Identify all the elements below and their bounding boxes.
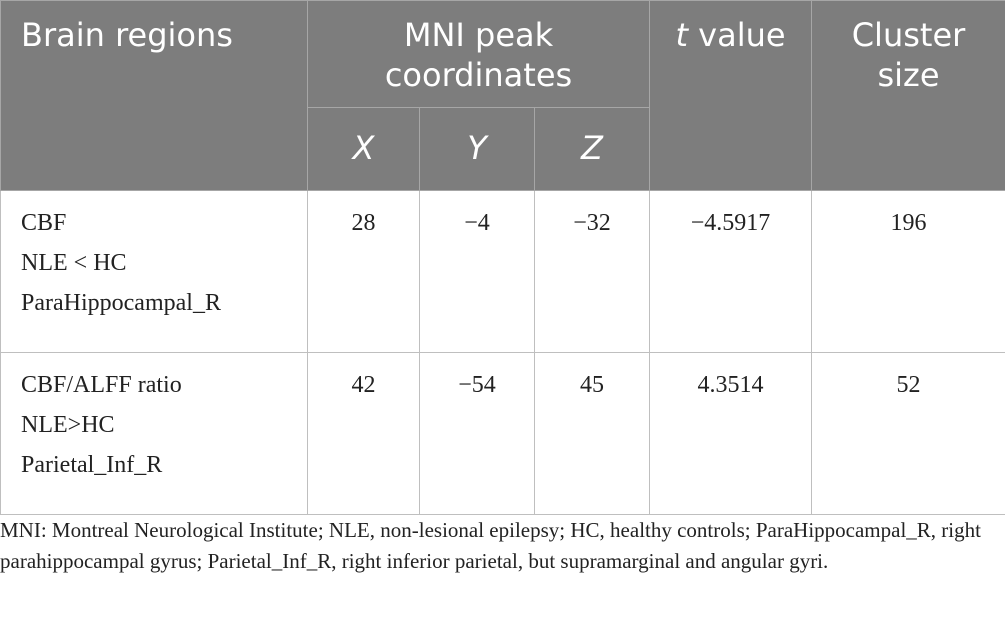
- header-brain-regions: Brain regions: [0, 0, 308, 191]
- region-measure: CBF/ALFF ratio: [21, 372, 182, 398]
- header-x: X: [307, 107, 420, 191]
- region-name: ParaHippocampal_R: [21, 290, 221, 316]
- region-contrast: NLE>HC: [21, 412, 115, 438]
- cell-z: −32: [534, 190, 650, 353]
- table-row: CBF/ALFF ratio NLE>HC Parietal_Inf_R 42 …: [0, 352, 1005, 515]
- header-z: Z: [534, 107, 650, 191]
- region-measure: CBF: [21, 210, 67, 236]
- header-t-label: value: [687, 16, 786, 54]
- table-row: CBF NLE < HC ParaHippocampal_R 28 −4 −32…: [0, 190, 1005, 353]
- cell-t-value: −4.5917: [649, 190, 812, 353]
- table-header: Brain regions MNI peak coordinates t val…: [0, 0, 1005, 191]
- header-row: Brain regions MNI peak coordinates t val…: [0, 0, 1005, 191]
- cell-y: −54: [419, 352, 535, 515]
- cell-t-value: 4.3514: [649, 352, 812, 515]
- cell-cluster-size: 52: [811, 352, 1005, 515]
- table-footnote: MNI: Montreal Neurological Institute; NL…: [0, 518, 981, 573]
- header-y: Y: [419, 107, 535, 191]
- cell-x: 28: [307, 190, 420, 353]
- header-t-value: t value: [649, 0, 812, 191]
- cell-y: −4: [419, 190, 535, 353]
- cell-z: 45: [534, 352, 650, 515]
- header-mni-peak-coordinates: MNI peak coordinates: [307, 0, 650, 108]
- header-cluster-size: Cluster size: [811, 0, 1005, 191]
- cell-x: 42: [307, 352, 420, 515]
- cell-region: CBF NLE < HC ParaHippocampal_R: [0, 190, 308, 353]
- table-body: CBF NLE < HC ParaHippocampal_R 28 −4 −32…: [0, 190, 1005, 515]
- region-name: Parietal_Inf_R: [21, 452, 163, 478]
- header-t-symbol: t: [675, 16, 688, 54]
- results-table-container: Brain regions MNI peak coordinates t val…: [0, 0, 1005, 515]
- region-contrast: NLE < HC: [21, 250, 127, 276]
- header-subrow: X Y Z: [1, 107, 1005, 191]
- cell-cluster-size: 196: [811, 190, 1005, 353]
- cell-region: CBF/ALFF ratio NLE>HC Parietal_Inf_R: [0, 352, 308, 515]
- results-table: Brain regions MNI peak coordinates t val…: [0, 0, 1005, 515]
